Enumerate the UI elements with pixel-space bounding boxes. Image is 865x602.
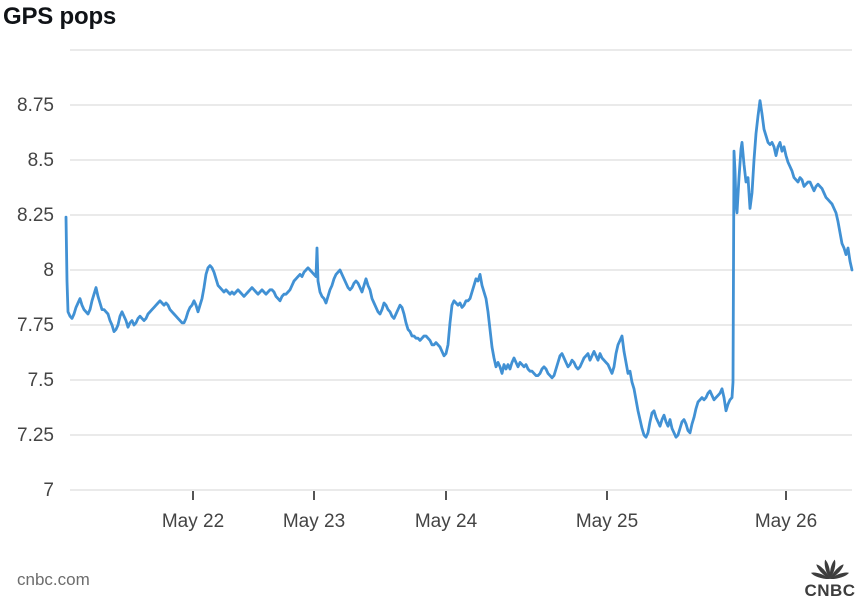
x-tick-label: May 24 bbox=[415, 511, 478, 532]
y-tick-label: 8.5 bbox=[28, 150, 54, 171]
gridlines bbox=[70, 49, 852, 491]
y-tick-label: 8.25 bbox=[17, 205, 54, 226]
cnbc-logo-text: CNBC bbox=[804, 581, 855, 599]
y-tick-label: 8 bbox=[43, 260, 54, 281]
x-axis-labels: May 22 May 23 May 24 May 25 May 26 bbox=[162, 511, 817, 532]
x-tick-label: May 26 bbox=[755, 511, 817, 532]
price-line bbox=[64, 99, 854, 439]
peacock-icon bbox=[810, 559, 850, 580]
y-tick-label: 7.75 bbox=[17, 315, 54, 336]
y-tick-label: 7.25 bbox=[17, 425, 54, 446]
price-line-path bbox=[64, 99, 854, 439]
y-tick-label: 7.5 bbox=[28, 370, 54, 391]
x-tick-label: May 22 bbox=[162, 511, 224, 532]
y-axis-labels: 8.75 8.5 8.25 8 7.75 7.5 7.25 7 bbox=[17, 95, 54, 501]
y-tick-label: 7 bbox=[43, 480, 54, 501]
cnbc-logo: CNBC bbox=[804, 559, 855, 599]
x-tick-label: May 25 bbox=[576, 511, 638, 532]
x-axis-ticks bbox=[192, 491, 787, 500]
source-url: cnbc.com bbox=[17, 570, 90, 589]
x-tick-label: May 23 bbox=[283, 511, 345, 532]
page-title: GPS pops bbox=[3, 3, 117, 30]
y-tick-label: 8.75 bbox=[17, 95, 54, 116]
